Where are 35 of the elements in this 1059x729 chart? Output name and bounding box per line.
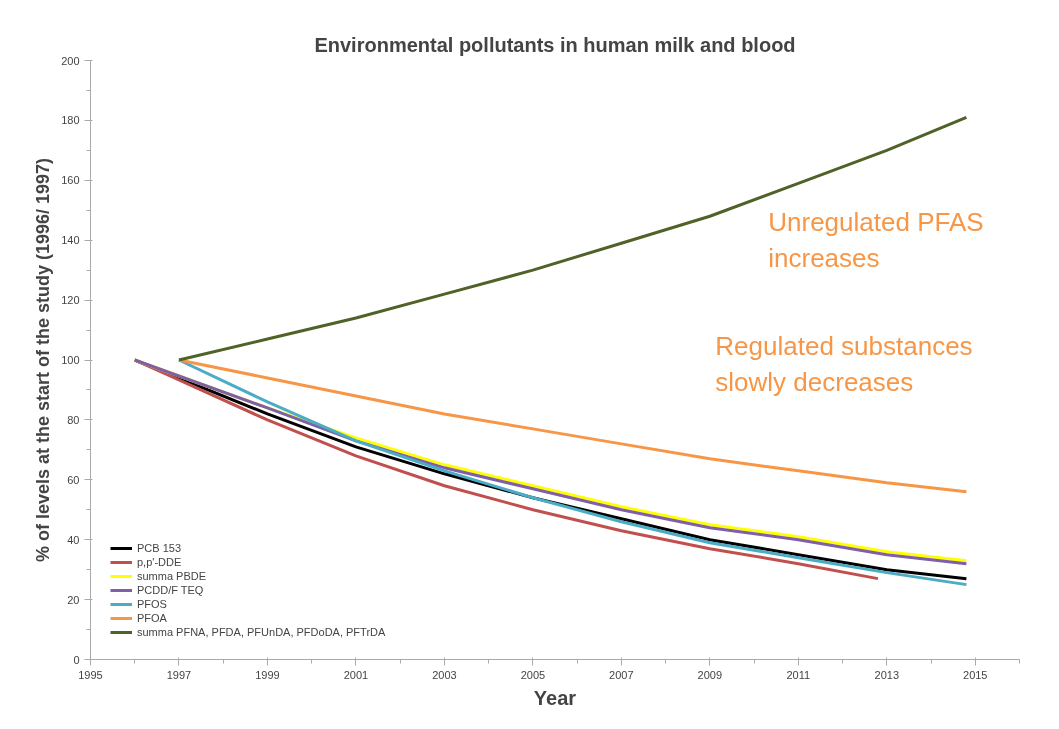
- y-tick-label: 20: [67, 593, 80, 606]
- x-tick-label: 1999: [255, 668, 280, 681]
- chart-title: Environmental pollutants in human milk and blood: [314, 33, 796, 56]
- legend-label: summa PBDE: [137, 569, 207, 583]
- y-tick-label: 180: [61, 114, 80, 127]
- legend-label: PFOS: [137, 597, 167, 611]
- x-tick-label: 1997: [166, 668, 192, 681]
- y-tick-label: 120: [61, 294, 80, 307]
- y-tick-label: 160: [61, 174, 80, 187]
- y-tick-label: 100: [61, 354, 80, 366]
- x-tick-label: 2005: [520, 668, 546, 681]
- annotation: Unregulated PFAS increases: [768, 207, 984, 274]
- x-tick-label: 2013: [874, 668, 900, 681]
- x-tick-label: 1995: [78, 668, 103, 681]
- y-tick-label: 0: [73, 653, 80, 666]
- y-axis-title: % of levels at the start of the study (1996/ 1997): [33, 157, 54, 563]
- y-tick-label: 200: [61, 54, 80, 67]
- legend-label: p,p'-DDE: [137, 555, 182, 569]
- line-series: [177, 358, 968, 494]
- y-tick-label: 140: [61, 234, 80, 247]
- legend-label: PFOA: [137, 611, 167, 625]
- legend-label: PCDD/F TEQ: [137, 583, 204, 597]
- annotation: Regulated substances slowly decreases: [715, 331, 973, 398]
- y-tick-label: 60: [67, 473, 80, 486]
- x-tick-label: 2015: [963, 668, 988, 681]
- x-tick-label: 2007: [609, 668, 634, 681]
- x-tick-label: 2001: [343, 668, 369, 681]
- x-axis-title: Year: [533, 686, 577, 709]
- y-tick-label: 40: [67, 533, 80, 546]
- x-tick-label: 2009: [697, 668, 723, 681]
- x-tick-label: 2003: [432, 668, 457, 681]
- legend-label: PCB 153: [137, 541, 182, 555]
- legend-label: summa PFNA, PFDA, PFUnDA, PFDoDA, PFTrDA: [137, 625, 386, 639]
- x-tick-label: 2011: [786, 668, 811, 681]
- y-tick-label: 80: [67, 413, 80, 426]
